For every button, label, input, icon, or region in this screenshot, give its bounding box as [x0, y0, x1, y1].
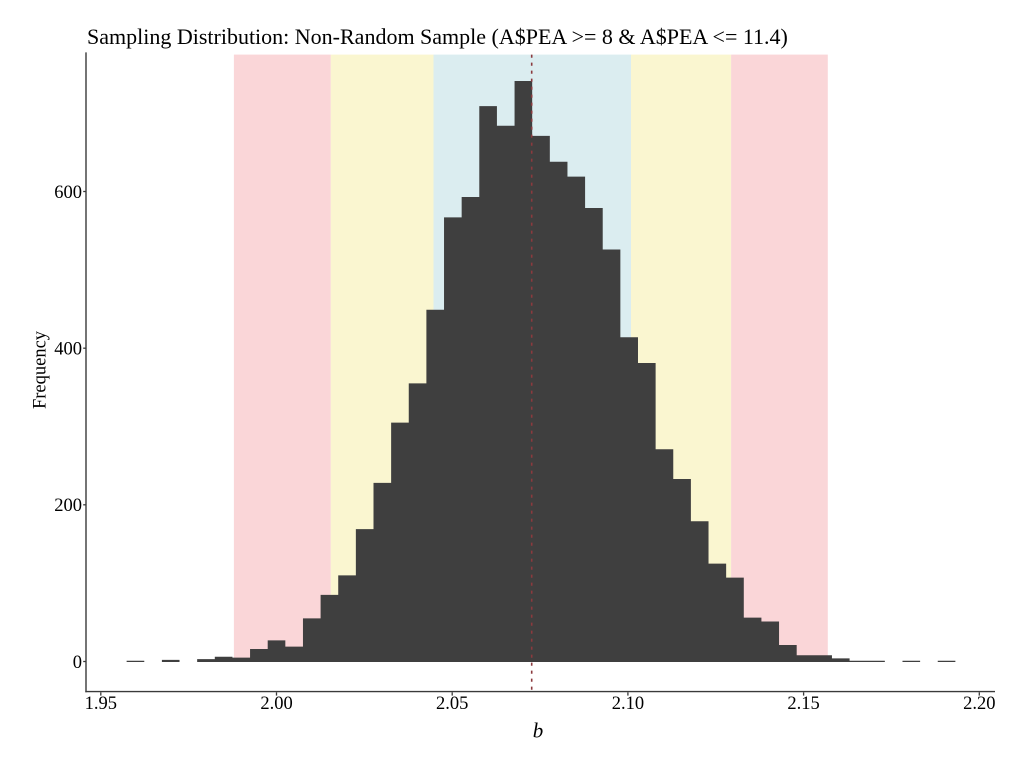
svg-text:2.05: 2.05 [436, 694, 468, 714]
svg-text:2.20: 2.20 [963, 694, 995, 714]
svg-text:2.00: 2.00 [260, 694, 292, 714]
svg-text:200: 200 [54, 496, 82, 516]
svg-text:0: 0 [73, 653, 82, 673]
svg-text:2.15: 2.15 [787, 694, 819, 714]
svg-text:2.10: 2.10 [612, 694, 644, 714]
svg-text:Sampling Distribution: Non-Ran: Sampling Distribution: Non-Random Sample… [87, 24, 788, 49]
svg-text:600: 600 [54, 183, 82, 203]
svg-text:Frequency: Frequency [31, 330, 51, 409]
svg-text:1.95: 1.95 [85, 694, 117, 714]
svg-text:b: b [533, 719, 544, 743]
svg-text:400: 400 [54, 340, 82, 360]
